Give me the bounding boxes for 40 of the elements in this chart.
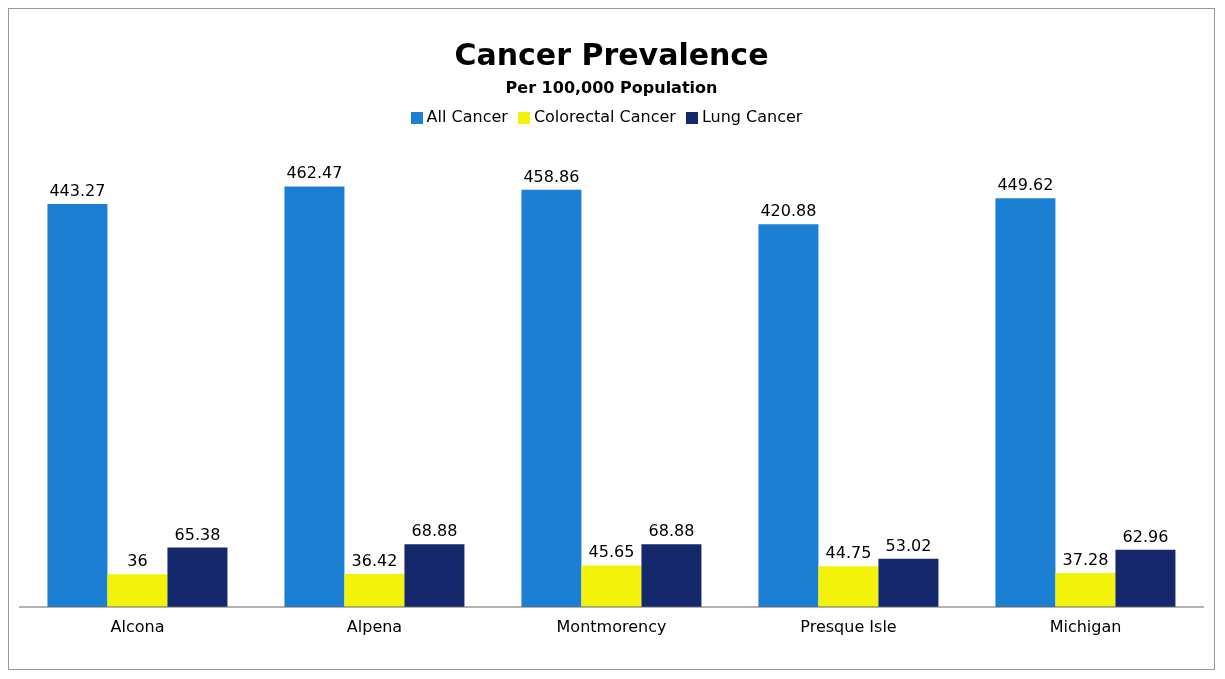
legend-label: All Cancer — [426, 107, 508, 126]
data-label: 65.38 — [174, 524, 221, 544]
data-label: 68.88 — [411, 521, 458, 541]
x-tick-label: Alcona — [110, 617, 165, 637]
legend-label: Lung Cancer — [701, 107, 803, 126]
bar — [878, 558, 939, 607]
data-label: 36 — [127, 551, 148, 571]
bar — [404, 544, 465, 607]
data-label: 36.42 — [351, 550, 398, 570]
bar — [995, 198, 1056, 607]
data-label: 62.96 — [1122, 526, 1169, 546]
bar — [344, 573, 405, 607]
data-label: 449.62 — [997, 175, 1054, 195]
data-label: 458.86 — [523, 166, 580, 186]
bar — [1115, 549, 1176, 607]
data-label: 44.75 — [825, 543, 872, 563]
bar — [284, 186, 345, 607]
x-tick-label: Montmorency — [556, 617, 667, 637]
x-tick-label: Alpena — [346, 617, 403, 637]
data-label: 53.02 — [885, 535, 932, 555]
data-label: 462.47 — [286, 163, 343, 183]
data-label: 68.88 — [648, 521, 695, 541]
chart-title: Cancer Prevalence — [453, 37, 770, 72]
data-label: 45.65 — [588, 542, 635, 562]
bar — [107, 574, 168, 607]
data-label: 443.27 — [49, 180, 106, 200]
legend-label: Colorectal Cancer — [533, 107, 676, 126]
x-tick-label: Presque Isle — [800, 617, 897, 637]
bar — [581, 565, 642, 607]
bar — [521, 189, 582, 607]
data-label: 37.28 — [1062, 550, 1109, 570]
bar — [1055, 573, 1116, 607]
bar — [818, 566, 879, 607]
chart-subtitle: Per 100,000 Population — [504, 78, 719, 97]
bar — [47, 203, 108, 607]
bar — [641, 544, 702, 607]
x-tick-label: Michigan — [1049, 617, 1122, 637]
data-label: 420.88 — [760, 201, 817, 221]
bar — [758, 224, 819, 607]
bar — [167, 547, 228, 607]
